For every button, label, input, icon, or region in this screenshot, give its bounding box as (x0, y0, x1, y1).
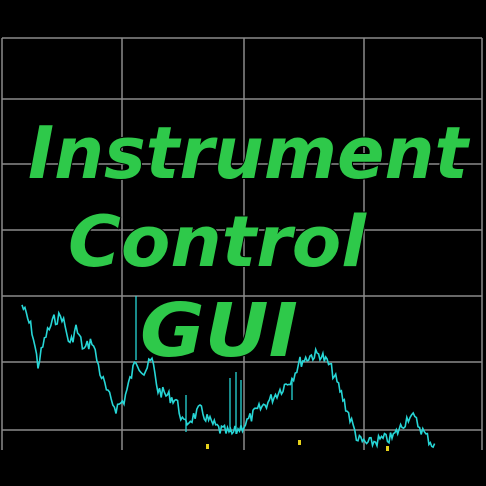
logo-line-3: GUI (140, 288, 298, 374)
logo-title: Instrument Control GUI (27, 110, 472, 375)
logo-line-2: Control (68, 201, 367, 283)
logo-line-1: Instrument (28, 111, 471, 195)
signal-spikes (135, 296, 293, 434)
marker-dot (386, 446, 389, 451)
marker-dot (206, 444, 209, 449)
signal-trace (21, 304, 436, 449)
yellow-markers (206, 440, 389, 451)
scope-grid (1, 37, 483, 450)
marker-dot (298, 440, 301, 445)
